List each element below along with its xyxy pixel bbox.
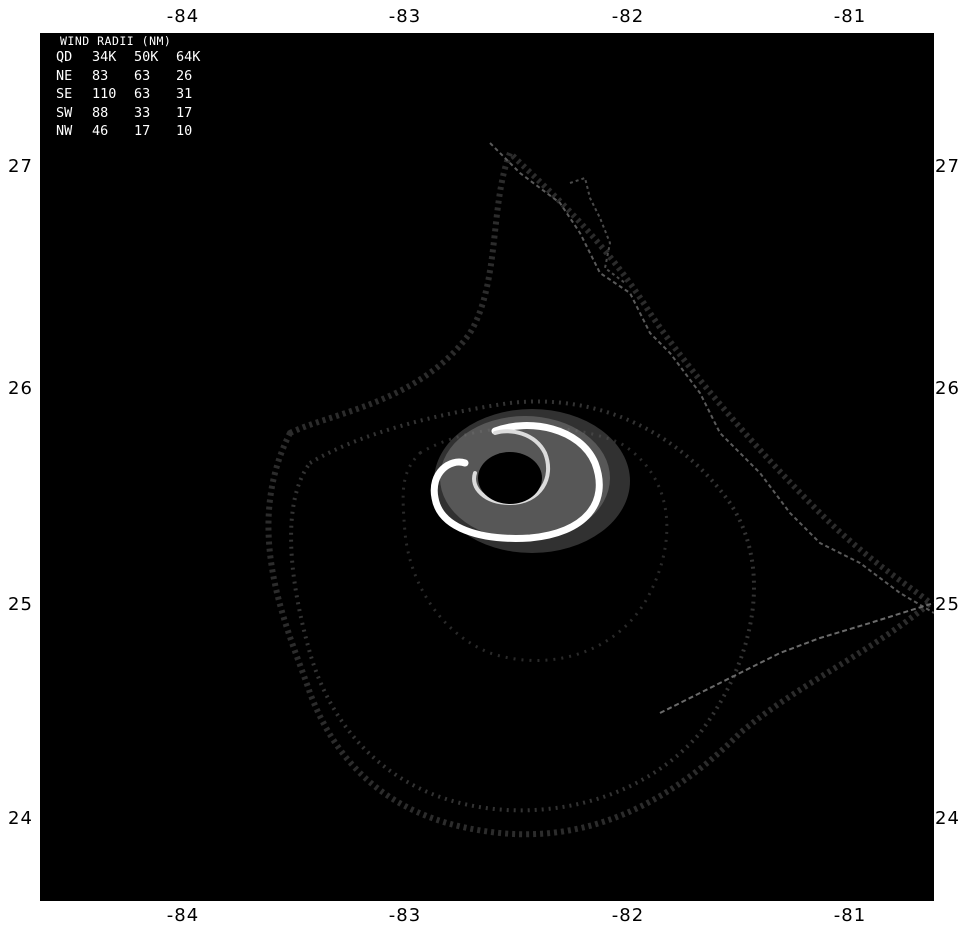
bottom-tick-lon-83: -83	[388, 905, 422, 926]
bottom-tick-lon-81: -81	[833, 905, 867, 926]
quadrant-label: NW	[56, 123, 73, 139]
radius-64k: 17	[176, 104, 193, 121]
outer-wind-contour	[265, 147, 934, 838]
wind-radii-title: WIND RADII (NM)	[60, 34, 172, 48]
radius-64k: 31	[176, 86, 193, 102]
right-tick-lat-24: 24	[935, 808, 960, 829]
top-tick-lon-81: -81	[833, 6, 867, 27]
wind-radii-row: SW 88 33 17	[56, 104, 206, 123]
wind-radii-header-row: QD 34K 50K 64K	[56, 48, 206, 67]
left-tick-lat-24: 24	[8, 808, 33, 829]
quadrant-label: SE	[56, 86, 73, 102]
header-50k: 50K	[134, 49, 159, 65]
bottom-tick-lon-84: -84	[166, 905, 200, 926]
radius-50k: 33	[134, 104, 151, 121]
radius-50k: 17	[134, 123, 151, 139]
eye-center	[478, 452, 542, 504]
radius-50k: 63	[134, 86, 151, 102]
header-34k: 34K	[92, 49, 117, 65]
radius-50k: 63	[134, 67, 151, 84]
header-quadrant: QD	[56, 49, 73, 65]
radius-64k: 10	[176, 123, 193, 139]
inner-wind-contour	[401, 425, 669, 662]
quadrant-label: NE	[56, 67, 73, 84]
radius-34k: 110	[92, 86, 117, 102]
top-tick-lon-84: -84	[166, 6, 200, 27]
left-tick-lat-27: 27	[8, 156, 33, 177]
eyewall-inner-curl	[472, 429, 551, 506]
right-tick-lat-27: 27	[935, 156, 960, 177]
quadrant-label: SW	[56, 104, 73, 121]
wind-radii-table: WIND RADII (NM) QD 34K 50K 64K NE 83 63 …	[56, 35, 206, 141]
right-tick-lat-25: 25	[935, 594, 960, 615]
bottom-tick-lon-82: -82	[611, 905, 645, 926]
radius-34k: 83	[92, 67, 109, 84]
left-tick-lat-26: 26	[8, 378, 33, 399]
left-tick-lat-25: 25	[8, 594, 33, 615]
wind-radii-row: SE 110 63 31	[56, 85, 206, 104]
top-tick-lon-83: -83	[388, 6, 422, 27]
wind-radii-row: NE 83 63 26	[56, 67, 206, 86]
keys-streak	[569, 176, 626, 284]
radius-64k: 26	[176, 67, 193, 84]
wind-field-map: WIND RADII (NM) QD 34K 50K 64K NE 83 63 …	[40, 33, 934, 901]
eyewall-ring	[430, 422, 603, 542]
radius-34k: 46	[92, 123, 109, 139]
wind-radii-row: NW 46 17 10	[56, 122, 206, 141]
radius-34k: 88	[92, 104, 109, 121]
coastline-streak-north	[489, 142, 934, 614]
header-64k: 64K	[176, 49, 201, 65]
map-canvas	[265, 142, 934, 838]
top-tick-lon-82: -82	[611, 6, 645, 27]
coastline-streak-south	[659, 602, 934, 714]
right-tick-lat-26: 26	[935, 378, 960, 399]
